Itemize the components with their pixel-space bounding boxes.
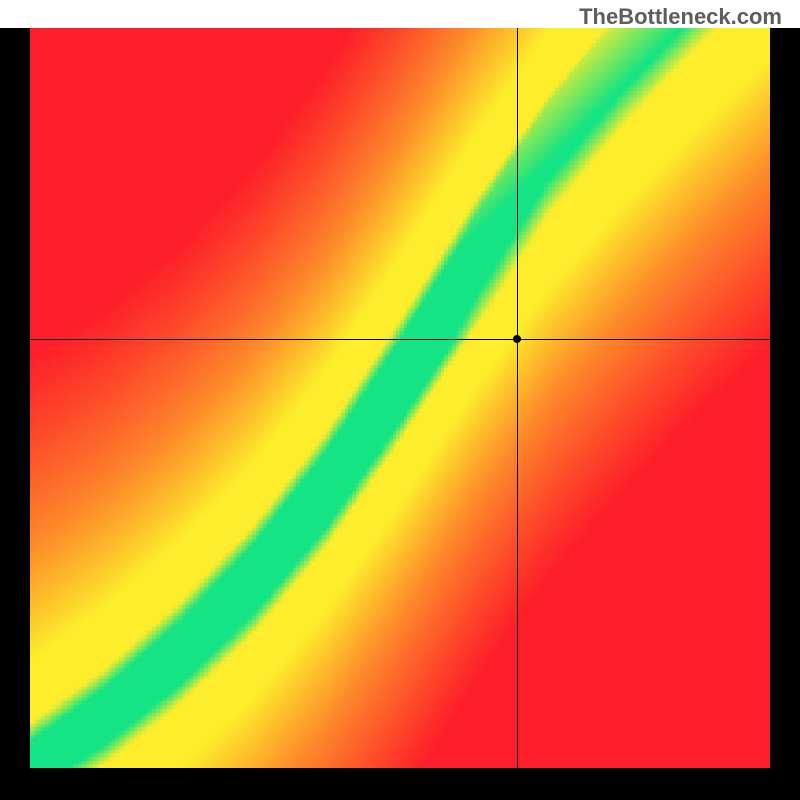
watermark-text: TheBottleneck.com (579, 4, 782, 30)
crosshair-vertical (517, 28, 518, 768)
chart-outer-frame (0, 28, 800, 800)
crosshair-marker (513, 335, 521, 343)
heatmap-plot (30, 28, 770, 768)
heatmap-canvas (30, 28, 770, 768)
crosshair-horizontal (30, 339, 770, 340)
